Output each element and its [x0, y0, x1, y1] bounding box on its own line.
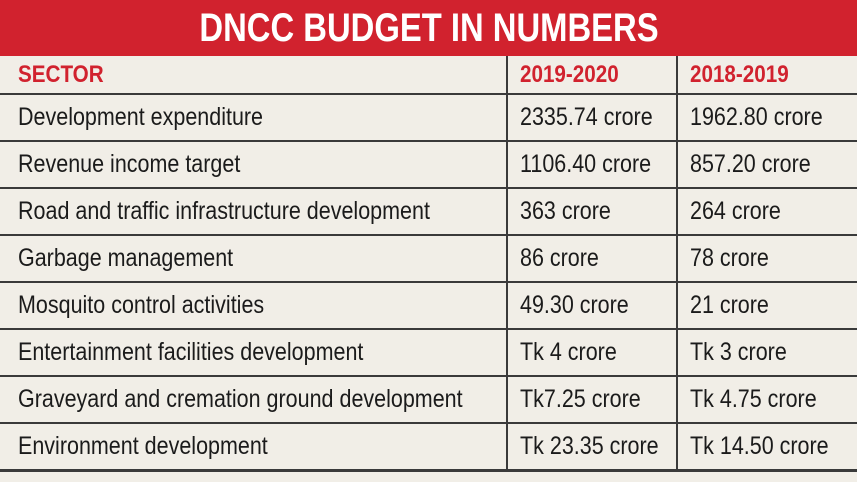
value-2019-2020-cell: Tk 23.35 crore: [506, 423, 677, 472]
cell-text: Tk 23.35 crore: [520, 431, 659, 460]
table-row: Garbage management 86 crore 78 crore: [0, 235, 857, 283]
cell-text: Tk 4 crore: [520, 338, 617, 366]
sector-cell: Mosquito control activities: [0, 282, 507, 330]
cell-text: 78 crore: [690, 244, 769, 272]
value-2018-2019-cell: Tk 4.75 crore: [676, 376, 857, 424]
cell-text: Road and traffic infrastructure developm…: [18, 197, 430, 225]
sector-cell: Development expenditure: [0, 94, 507, 142]
cell-text: Revenue income target: [18, 150, 241, 178]
cell-text: 1106.40 crore: [520, 150, 652, 178]
table-row: Mosquito control activities 49.30 crore 21…: [0, 282, 857, 330]
value-2018-2019-cell: Tk 3 crore: [676, 329, 857, 377]
cell-text: 2335.74 crore: [520, 103, 653, 131]
cell-text: Mosquito control activities: [18, 291, 265, 319]
header-2019-2020: 2019-2020: [506, 56, 677, 95]
table-row: Graveyard and cremation ground developme…: [0, 376, 857, 424]
sector-cell: Garbage management: [0, 235, 507, 283]
value-2019-2020-cell: 86 crore: [506, 235, 677, 283]
value-2019-2020-cell: Tk7.25 crore: [506, 376, 677, 424]
cell-text: Environment development: [18, 431, 268, 460]
value-2019-2020-cell: Tk 4 crore: [506, 329, 677, 377]
cell-text: Development expenditure: [18, 103, 264, 131]
header-2018-2019: 2018-2019: [676, 56, 857, 95]
chart-title: DNCC BUDGET IN NUMBERS: [198, 5, 659, 50]
header-sector: SECTOR: [0, 56, 507, 95]
title-banner: DNCC BUDGET IN NUMBERS: [0, 0, 857, 56]
cell-text: 49.30 crore: [520, 291, 629, 319]
sector-cell: Road and traffic infrastructure developm…: [0, 188, 507, 236]
sector-cell: Environment development: [0, 423, 507, 472]
value-2019-2020-cell: 49.30 crore: [506, 282, 677, 330]
cell-text: 86 crore: [520, 244, 599, 272]
budget-table: SECTOR 2019-2020 2018-2019 Development e…: [0, 56, 857, 472]
value-2019-2020-cell: 2335.74 crore: [506, 94, 677, 142]
cell-text: Tk 3 crore: [690, 338, 787, 366]
header-row: SECTOR 2019-2020 2018-2019: [0, 56, 857, 95]
value-2019-2020-cell: 1106.40 crore: [506, 141, 677, 189]
value-2019-2020-cell: 363 crore: [506, 188, 677, 236]
cell-text: 363 crore: [520, 197, 611, 225]
sector-cell: Revenue income target: [0, 141, 507, 189]
cell-text: 21 crore: [690, 291, 769, 319]
cell-text: 857.20 crore: [690, 150, 811, 178]
value-2018-2019-cell: 78 crore: [676, 235, 857, 283]
sector-cell: Entertainment facilities development: [0, 329, 507, 377]
table-row: Entertainment facilities development Tk 4…: [0, 329, 857, 377]
value-2018-2019-cell: 21 crore: [676, 282, 857, 330]
cell-text: Garbage management: [18, 244, 234, 272]
value-2018-2019-cell: 1962.80 crore: [676, 94, 857, 142]
table-body: Development expenditure 2335.74 crore 1962…: [0, 94, 857, 472]
cell-text: Graveyard and cremation ground developme…: [18, 385, 463, 413]
cell-text: Tk 14.50 crore: [690, 431, 829, 460]
cell-text: 264 crore: [690, 197, 781, 225]
table-row: Revenue income target 1106.40 crore 857.20…: [0, 141, 857, 189]
table-row: Road and traffic infrastructure developm…: [0, 188, 857, 236]
value-2018-2019-cell: Tk 14.50 crore: [676, 423, 857, 472]
sector-cell: Graveyard and cremation ground developme…: [0, 376, 507, 424]
cell-text: Tk7.25 crore: [520, 385, 641, 413]
cell-text: Tk 4.75 crore: [690, 385, 817, 413]
table-row: Development expenditure 2335.74 crore 1962…: [0, 94, 857, 142]
value-2018-2019-cell: 857.20 crore: [676, 141, 857, 189]
table-row: Environment development Tk 23.35 crore Tk …: [0, 423, 857, 472]
value-2018-2019-cell: 264 crore: [676, 188, 857, 236]
cell-text: Entertainment facilities development: [18, 338, 364, 366]
cell-text: 1962.80 crore: [690, 103, 823, 131]
